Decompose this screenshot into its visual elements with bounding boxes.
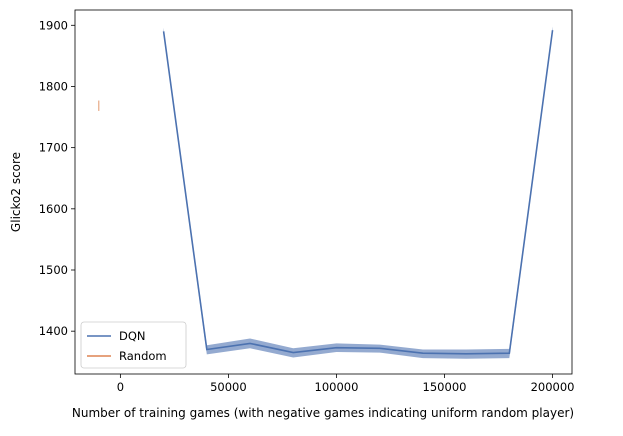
y-axis-label: Glicko2 score bbox=[9, 152, 23, 232]
plot-area bbox=[75, 10, 572, 374]
y-tick-label: 1700 bbox=[39, 141, 68, 155]
x-tick-label: 50000 bbox=[210, 380, 247, 394]
legend-label-random: Random bbox=[119, 349, 167, 363]
x-tick-label: 100000 bbox=[315, 380, 359, 394]
y-tick-label: 1600 bbox=[39, 202, 68, 216]
y-tick-label: 1400 bbox=[39, 324, 68, 338]
y-axis-ticks: 1400 1500 1600 1700 1800 1900 bbox=[39, 18, 75, 338]
legend-label-dqn: DQN bbox=[119, 329, 146, 343]
y-tick-label: 1500 bbox=[39, 263, 68, 277]
x-tick-label: 150000 bbox=[423, 380, 467, 394]
y-tick-label: 1900 bbox=[39, 18, 68, 32]
y-tick-label: 1800 bbox=[39, 79, 68, 93]
x-axis-label: Number of training games (with negative … bbox=[72, 406, 574, 420]
x-axis-ticks: 0 50000 100000 150000 200000 bbox=[117, 374, 575, 394]
legend: DQN Random bbox=[81, 322, 186, 368]
x-tick-label: 200000 bbox=[531, 380, 575, 394]
x-tick-label: 0 bbox=[117, 380, 124, 394]
